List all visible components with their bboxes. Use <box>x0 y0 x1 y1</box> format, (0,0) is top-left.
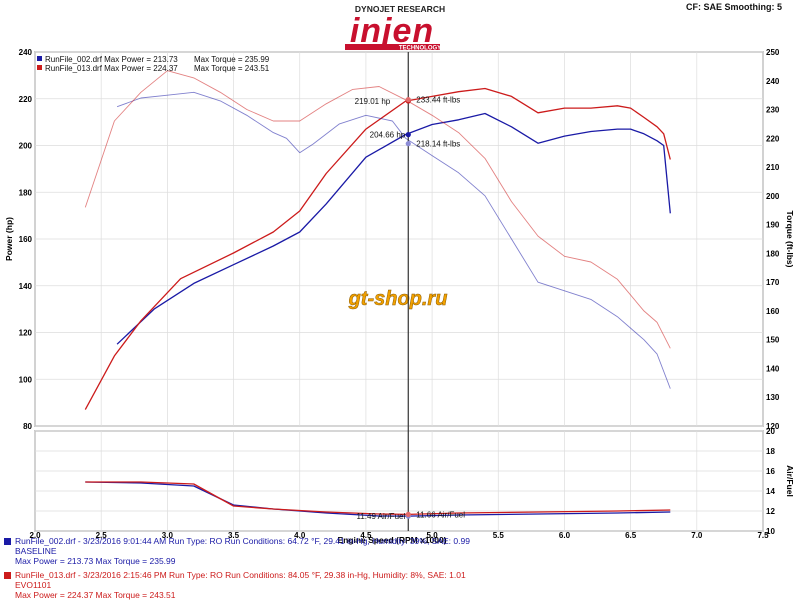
cursor-label-torque-blue: 218.14 ft-lbs <box>416 140 460 149</box>
y-axis-afr-label: Air/Fuel <box>785 465 795 497</box>
power-tick-label: 160 <box>19 235 33 244</box>
power-tick-label: 80 <box>23 422 32 431</box>
power-tick-label: 240 <box>19 48 33 57</box>
torque-tick-label: 150 <box>766 336 780 345</box>
cursor-label-power-blue: 204.66 hp <box>370 131 406 140</box>
cursor-markers <box>405 97 411 519</box>
run002-max: Max Power = 213.73 Max Torque = 235.99 <box>15 556 176 566</box>
afr-tick-label: 14 <box>766 487 775 496</box>
settings-text: CF: SAE Smoothing: 5 <box>686 2 782 12</box>
x-tick-label: 4.0 <box>294 531 306 540</box>
y-axis-right-label: Torque (ft-lbs) <box>785 211 795 268</box>
afr-tick-label: 10 <box>766 527 775 536</box>
legend-swatch-run002 <box>37 56 42 61</box>
marker-power-blue <box>405 132 411 138</box>
afr-line-run013 <box>85 481 671 516</box>
afr-line-run002 <box>85 481 671 517</box>
run002-name: BASELINE <box>15 546 57 556</box>
y-axis-left-label: Power (hp) <box>4 217 14 261</box>
afr-tick-label: 18 <box>766 447 775 456</box>
x-tick-label: 6.5 <box>625 531 637 540</box>
legend-swatch-run013 <box>37 65 42 70</box>
run013-details: RunFile_013.drf - 3/23/2016 2:15:46 PM R… <box>15 570 466 580</box>
legend-run002-power: RunFile_002.drf Max Power = 213.73 <box>45 55 178 64</box>
torque-tick-label: 120 <box>766 422 780 431</box>
torque-tick-label: 210 <box>766 163 780 172</box>
torque-tick-label: 250 <box>766 48 780 57</box>
torque-tick-label: 170 <box>766 278 780 287</box>
power-tick-label: 200 <box>19 142 33 151</box>
x-tick-label: 5.0 <box>427 531 439 540</box>
torque-tick-label: 240 <box>766 77 780 86</box>
torque-tick-label: 130 <box>766 393 780 402</box>
run-info-run013: RunFile_013.drf - 3/23/2016 2:15:46 PM R… <box>4 570 466 600</box>
torque-line-run013 <box>84 70 671 349</box>
run013-swatch <box>4 572 11 579</box>
logo-underline <box>345 44 440 50</box>
run-info-run002: RunFile_002.drf - 3/23/2016 9:01:44 AM R… <box>4 536 470 566</box>
brand-sub-text: TECHNOLOGY <box>399 46 441 52</box>
cursor-label-afr-blue: 11.49 Air/Fuel <box>356 512 405 521</box>
power-line-run013 <box>84 87 671 410</box>
power-tick-label: 180 <box>19 188 33 197</box>
x-axis-label: Engine Speed (RPM x1000) <box>337 535 446 545</box>
x-tick-label: 4.5 <box>360 531 372 540</box>
legend-run013-power: RunFile_013.drf Max Power = 224.37 <box>45 64 178 73</box>
torque-tick-label: 200 <box>766 192 780 201</box>
run013-max: Max Power = 224.37 Max Torque = 243.51 <box>15 590 176 600</box>
power-tick-label: 140 <box>19 282 33 291</box>
marker-torque-blue <box>405 141 411 147</box>
brand-top-text: DYNOJET RESEARCH <box>355 4 445 14</box>
x-tick-label: 3.5 <box>228 531 240 540</box>
x-tick-label: 3.0 <box>162 531 174 540</box>
power-line-run002 <box>116 112 671 345</box>
power-tick-label: 220 <box>19 95 33 104</box>
torque-tick-label: 140 <box>766 364 780 373</box>
marker-afr-red <box>405 511 411 517</box>
power-tick-label: 100 <box>19 375 33 384</box>
torque-line-run002 <box>116 91 671 389</box>
legend-run002-torque: Max Torque = 235.99 <box>194 55 270 64</box>
torque-tick-label: 180 <box>766 249 780 258</box>
x-tick-label: 2.0 <box>29 531 41 540</box>
afr-tick-label: 12 <box>766 507 775 516</box>
legend-run013-torque: Max Torque = 243.51 <box>194 64 270 73</box>
afr-tick-label: 20 <box>766 427 775 436</box>
watermark-text: gt-shop.ru <box>348 288 448 310</box>
axis-ticks: 2.0 2.5 3.0 3.5 4.0 4.5 5.0 5.5 6.0 6.5 7.0 7.5 80 10… <box>19 48 780 540</box>
x-tick-label: 6.0 <box>559 531 571 540</box>
cursor-label-afr-red: 11.66 Air/Fuel <box>416 510 465 519</box>
run002-swatch <box>4 538 11 545</box>
marker-torque-red <box>405 97 411 103</box>
grid-lines <box>34 51 764 532</box>
run002-details: RunFile_002.drf - 3/23/2016 9:01:44 AM R… <box>15 536 470 546</box>
power-tick-label: 120 <box>19 329 33 338</box>
x-tick-label: 2.5 <box>96 531 108 540</box>
torque-tick-label: 190 <box>766 221 780 230</box>
torque-tick-label: 230 <box>766 106 780 115</box>
injen-logo: injen <box>350 12 434 50</box>
cursor-label-power-red: 219.01 hp <box>355 97 391 106</box>
torque-tick-label: 220 <box>766 134 780 143</box>
run013-name: EVO1101 <box>15 580 52 590</box>
x-tick-label: 7.0 <box>691 531 703 540</box>
series-lines <box>84 70 671 517</box>
cursor-label-torque-red: 233.44 ft-lbs <box>416 96 460 105</box>
torque-tick-label: 160 <box>766 307 780 316</box>
x-tick-label: 5.5 <box>493 531 505 540</box>
x-tick-label: 7.5 <box>757 531 769 540</box>
afr-tick-label: 16 <box>766 467 775 476</box>
